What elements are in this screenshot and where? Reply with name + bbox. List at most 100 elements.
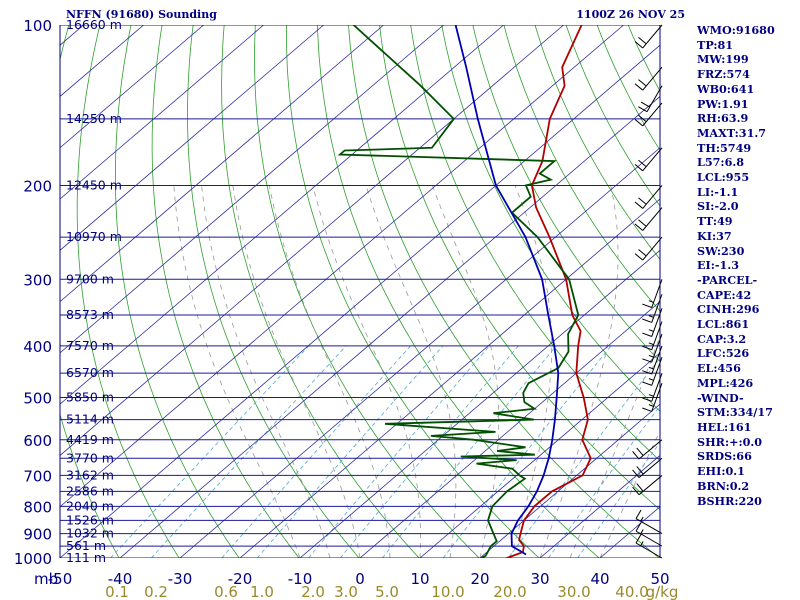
wind-barb-flag [638, 197, 647, 205]
wind-barb-staff [635, 530, 663, 547]
wind-barb-flag [634, 119, 644, 127]
dry-adiabat [151, 25, 300, 558]
dry-adiabat [348, 25, 660, 558]
temperature-tick: 0 [355, 570, 365, 588]
dry-adiabat [115, 25, 240, 558]
mixing-ratio-line [256, 345, 444, 558]
sounding-indices-panel: WMO:91680 TP:81 MW:199 FRZ:574 WB0:641 PW:1.9… [697, 23, 800, 508]
wind-barb-flag [636, 466, 644, 475]
wind-barb-flag [642, 397, 652, 402]
isotherm [60, 25, 264, 200]
temperature-tick: -30 [168, 570, 193, 588]
temperature-tick: 50 [650, 570, 669, 588]
temperature-tick: 30 [530, 570, 549, 588]
sounding-index: BRN:0.2 [697, 478, 750, 493]
isotherms [60, 25, 660, 558]
wind-barb [642, 357, 663, 386]
height-label: 5114 m [66, 412, 114, 427]
wind-barb-half-flag [648, 404, 654, 407]
wind-barb-flag [636, 447, 644, 456]
sounding-index: HEL:161 [697, 419, 752, 434]
sounding-index: EHI:0.1 [697, 464, 745, 479]
moist-adiabat [312, 185, 421, 558]
wind-barb [638, 85, 663, 113]
height-label: 1032 m [66, 526, 114, 541]
moist-adiabat [269, 185, 391, 558]
isotherm [539, 454, 660, 558]
pressure-unit: mb [34, 570, 58, 588]
wind-barb-flag [642, 332, 652, 337]
height-label: 3162 m [66, 467, 114, 482]
wind-barb-flag [642, 381, 652, 386]
wind-barb [642, 308, 663, 337]
wind-barb-flag [642, 303, 652, 308]
pressure-label: 900 [23, 526, 52, 544]
wind-barb-half-flag [648, 366, 654, 370]
dry-adiabats [60, 25, 660, 558]
wind-barb-half-flag [648, 354, 654, 358]
wind-barb-flag [634, 201, 644, 209]
sounding-index: BSHR:220 [697, 493, 762, 508]
sounding-index: PW:1.91 [697, 96, 749, 111]
pressure-label: 400 [23, 338, 52, 356]
isotherm [359, 301, 660, 558]
height-label: 111 m [66, 550, 106, 565]
mixing-ratio-tick: 30.0 [557, 583, 590, 600]
moist-adiabat [232, 185, 361, 558]
sounding-index: CINH:296 [697, 302, 760, 317]
temperature-tick: -50 [48, 570, 73, 588]
wind-barb [634, 24, 663, 49]
isotherm [60, 25, 624, 508]
wind-barb-flag [634, 223, 644, 231]
mixing-ratio-line [507, 357, 660, 558]
wind-barb-flag [638, 249, 647, 257]
sounding-index: LCL:861 [697, 317, 750, 332]
wind-barb-staff [635, 518, 663, 535]
temperature-axis-labels: mb-50 -40 -30 -20 -10 0 10 20 30 40 50 [34, 570, 670, 588]
wind-barb-half-flag [648, 329, 654, 332]
sounding-index: MPL:426 [697, 375, 754, 390]
wind-barb-flag [642, 407, 652, 412]
temperature-tick: -20 [228, 570, 253, 588]
wind-barb-flag [635, 522, 642, 532]
wind-barb-flag [638, 37, 647, 45]
wind-barb-half-flag [648, 300, 654, 303]
moist-adiabat [431, 185, 500, 558]
plot-frame [59, 25, 661, 558]
wind-barb [642, 383, 663, 412]
moist-adiabat [569, 334, 660, 558]
mixing-ratio-tick: 1.0 [250, 583, 274, 600]
wind-barb-flag [642, 358, 652, 363]
height-label: 561 m [66, 538, 106, 553]
isotherm [479, 403, 660, 558]
wind-barb-flag [632, 486, 640, 496]
sounding-index: TH:5749 [697, 140, 752, 155]
sounding-index: WMO:91680 [697, 23, 775, 37]
mixing-ratio-tick: 2.0 [301, 583, 325, 600]
mixing-ratio-line [308, 345, 490, 558]
wind-barb [634, 236, 663, 261]
height-label: 1526 m [66, 512, 114, 527]
mixing-ratio-tick: 0.2 [144, 583, 168, 600]
wind-barb-staff [635, 542, 663, 559]
mixing-ratio-tick: 0.6 [214, 583, 238, 600]
wind-barb-staff [642, 147, 663, 172]
height-label: 10970 m [66, 229, 122, 244]
wind-barb [642, 279, 663, 308]
sounding-index: WB0:641 [697, 81, 755, 96]
pressure-label: 300 [23, 271, 52, 289]
dry-adiabat [254, 25, 480, 558]
wind-barb [642, 321, 663, 351]
isotherm [239, 198, 660, 558]
height-label: 16660 m [66, 17, 122, 32]
height-label: 12450 m [66, 177, 122, 192]
station-title: NFFN (91680) Sounding [66, 8, 217, 21]
height-label: 5850 m [66, 390, 114, 405]
isotherm [60, 25, 444, 354]
sounding-index: EL:456 [697, 361, 741, 376]
mixing-ratio-line [548, 405, 660, 558]
moist-adiabats [173, 185, 660, 558]
wind-barb-flag [634, 253, 644, 261]
wind-barb-half-flag [648, 378, 654, 381]
